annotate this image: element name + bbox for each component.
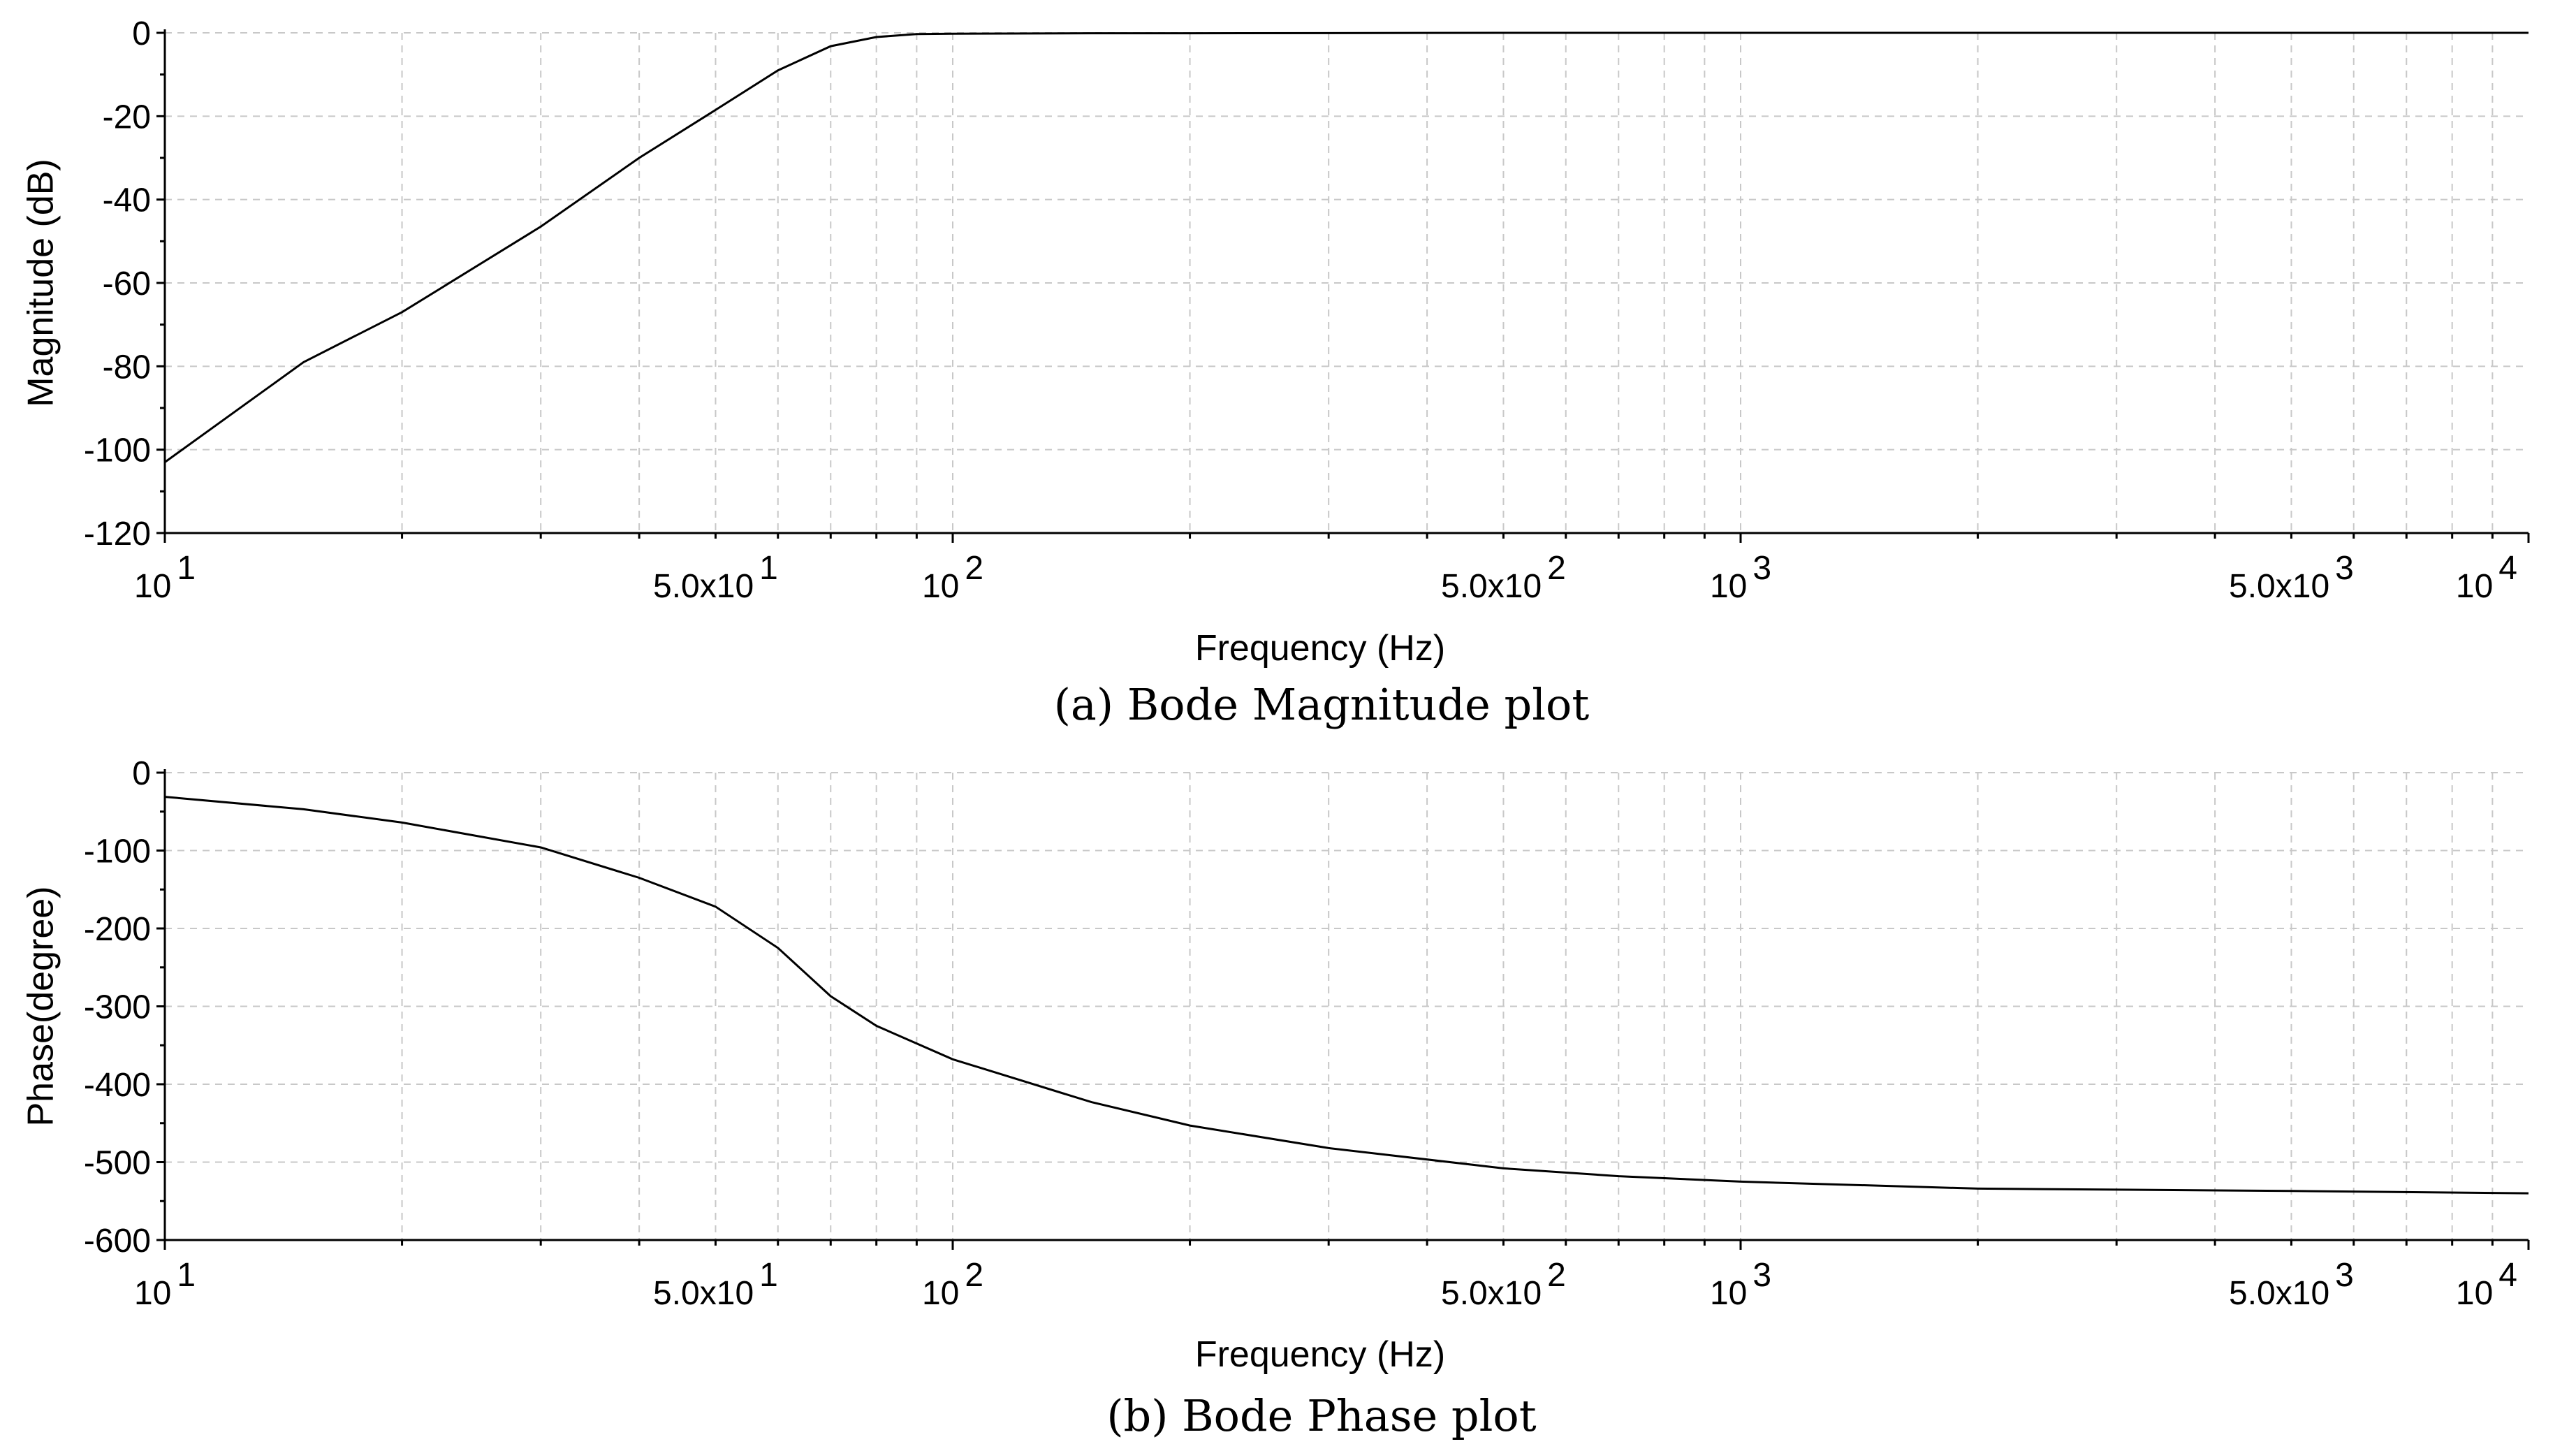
x-tick-exponent: 1 <box>177 550 196 587</box>
x-tick-base: 5.0x10 <box>653 1275 754 1312</box>
x-tick-exponent: 4 <box>2498 1257 2517 1294</box>
phase-x-axis-title: Frequency (Hz) <box>1195 1334 1445 1375</box>
x-tick-exponent: 1 <box>177 1257 196 1294</box>
x-tick-base: 10 <box>134 568 171 605</box>
y-tick-label: -200 <box>84 911 151 948</box>
x-tick-exponent: 3 <box>2335 1257 2354 1294</box>
y-tick-label: -100 <box>84 833 151 870</box>
y-tick-label: -600 <box>84 1223 151 1260</box>
x-tick-exponent: 1 <box>759 1257 778 1294</box>
phase-series-line <box>164 796 2529 1195</box>
x-tick-base: 10 <box>922 1275 959 1312</box>
y-tick-label: -100 <box>84 432 151 469</box>
x-tick-exponent: 4 <box>2498 550 2517 587</box>
phase-grid <box>165 772 2529 1241</box>
y-tick-label: -300 <box>84 989 151 1026</box>
x-tick-label: 10 3 <box>1710 1257 1771 1312</box>
x-tick-exponent: 3 <box>2335 550 2354 587</box>
x-tick-base: 10 <box>922 568 959 605</box>
x-tick-base: 5.0x10 <box>1441 568 1542 605</box>
y-tick-label: -40 <box>103 182 151 219</box>
phase-caption: (b) Bode Phase plot <box>1106 1390 1536 1441</box>
x-tick-base: 5.0x10 <box>2229 568 2329 605</box>
x-tick-label: 5.0x10 1 <box>653 550 778 605</box>
phase-y-axis-title: Phase(degree) <box>21 887 61 1127</box>
x-tick-label: 5.0x10 2 <box>1441 1257 1566 1312</box>
x-tick-label: 10 1 <box>134 550 196 605</box>
x-tick-label: 10 4 <box>2456 550 2517 605</box>
magnitude-caption: (a) Bode Magnitude plot <box>1054 679 1590 730</box>
x-tick-exponent: 2 <box>965 550 983 587</box>
magnitude-y-axis-title: Magnitude (dB) <box>21 159 61 407</box>
x-tick-base: 5.0x10 <box>653 568 754 605</box>
y-tick-label: 0 <box>132 755 151 792</box>
y-tick-label: -60 <box>103 265 151 302</box>
y-tick-label: -80 <box>103 349 151 386</box>
x-tick-exponent: 3 <box>1752 550 1771 587</box>
x-tick-base: 10 <box>2456 1275 2493 1312</box>
x-tick-exponent: 2 <box>1547 1257 1566 1294</box>
x-tick-base: 10 <box>1710 1275 1747 1312</box>
y-tick-label: -500 <box>84 1145 151 1182</box>
x-tick-base: 10 <box>134 1275 171 1312</box>
x-tick-label: 5.0x10 1 <box>653 1257 778 1312</box>
x-tick-label: 10 2 <box>922 550 983 605</box>
x-tick-base: 10 <box>1710 568 1747 605</box>
x-tick-label: 5.0x10 2 <box>1441 550 1566 605</box>
y-tick-label: -400 <box>84 1067 151 1104</box>
x-tick-label: 10 3 <box>1710 550 1771 605</box>
x-tick-exponent: 2 <box>1547 550 1566 587</box>
magnitude-x-axis-title: Frequency (Hz) <box>1195 628 1445 669</box>
x-tick-label: 10 2 <box>922 1257 983 1312</box>
y-tick-label: -120 <box>84 516 151 553</box>
y-tick-label: 0 <box>132 15 151 52</box>
y-tick-label: -20 <box>103 99 151 136</box>
x-tick-label: 5.0x10 3 <box>2229 1257 2354 1312</box>
magnitude-series-line <box>164 31 2529 463</box>
x-tick-exponent: 1 <box>759 550 778 587</box>
x-tick-label: 5.0x10 3 <box>2229 550 2354 605</box>
x-tick-exponent: 3 <box>1752 1257 1771 1294</box>
x-tick-base: 10 <box>2456 568 2493 605</box>
x-tick-base: 5.0x10 <box>1441 1275 1542 1312</box>
magnitude-grid <box>165 32 2529 534</box>
x-tick-base: 5.0x10 <box>2229 1275 2329 1312</box>
x-tick-label: 10 1 <box>134 1257 196 1312</box>
x-tick-exponent: 2 <box>965 1257 983 1294</box>
x-tick-label: 10 4 <box>2456 1257 2517 1312</box>
